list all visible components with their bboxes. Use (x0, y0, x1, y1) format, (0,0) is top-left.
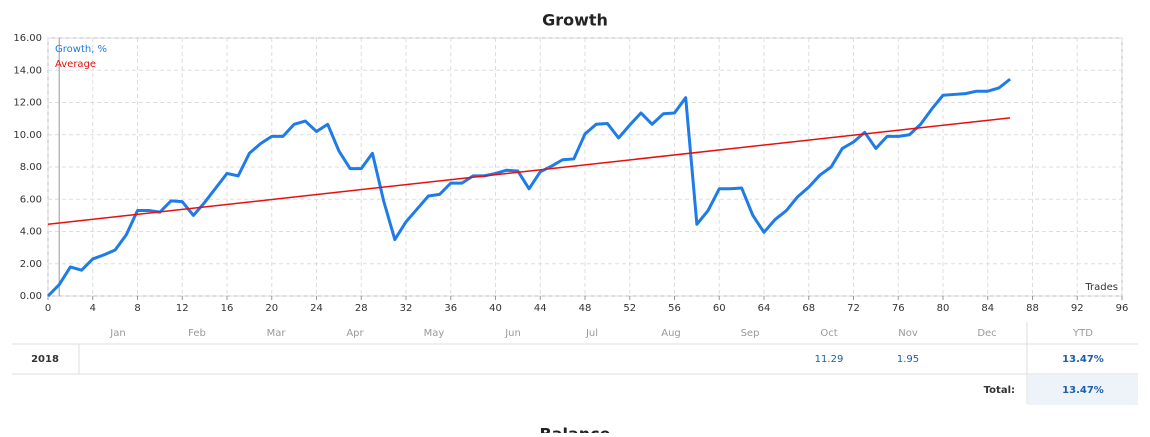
y-tick-label: 0.00 (20, 291, 42, 302)
x-tick-label: 8 (134, 303, 140, 314)
month-header: Aug (661, 328, 681, 339)
y-tick-label: 10.00 (13, 130, 42, 141)
x-tick-label: 92 (1071, 303, 1084, 314)
x-axis-label: Trades (1084, 282, 1118, 293)
x-tick-label: 96 (1116, 303, 1129, 314)
month-header: Jan (109, 328, 125, 339)
x-tick-label: 52 (623, 303, 636, 314)
total-value: 13.47% (1062, 385, 1104, 396)
y-tick-label: 14.00 (13, 65, 42, 76)
legend-entry: Growth, % (55, 44, 107, 55)
month-header: Jul (585, 328, 598, 339)
month-header: May (424, 328, 445, 339)
x-tick-label: 72 (847, 303, 860, 314)
month-header: Nov (898, 328, 918, 339)
x-tick-label: 28 (355, 303, 368, 314)
month-header: Oct (820, 328, 837, 339)
x-tick-label: 20 (265, 303, 278, 314)
x-tick-label: 32 (400, 303, 413, 314)
x-tick-label: 88 (1026, 303, 1039, 314)
month-header: Feb (188, 328, 206, 339)
total-cell (1028, 375, 1138, 405)
x-tick-label: 16 (221, 303, 234, 314)
y-tick-label: 16.00 (13, 33, 42, 44)
month-header: Mar (267, 328, 287, 339)
month-header: Jun (504, 328, 521, 339)
y-tick-label: 4.00 (20, 227, 42, 238)
x-tick-label: 4 (90, 303, 96, 314)
chart-title: Growth (542, 11, 608, 30)
y-tick-label: 12.00 (13, 98, 42, 109)
x-tick-label: 84 (981, 303, 994, 314)
x-tick-label: 44 (534, 303, 547, 314)
series-line (47, 117, 1011, 225)
x-tick-label: 24 (310, 303, 323, 314)
month-header: Apr (346, 328, 364, 339)
x-tick-label: 56 (668, 303, 681, 314)
series-line (46, 77, 1012, 298)
ytd-header: YTD (1072, 328, 1093, 339)
month-value: 1.95 (897, 354, 919, 365)
x-tick-label: 76 (892, 303, 905, 314)
x-tick-label: 64 (758, 303, 771, 314)
x-tick-label: 12 (176, 303, 189, 314)
y-tick-label: 2.00 (20, 259, 42, 270)
ytd-value: 13.47% (1062, 354, 1104, 365)
total-label: Total: (984, 385, 1015, 396)
x-tick-label: 0 (45, 303, 51, 314)
legend-entry: Average (55, 59, 96, 70)
month-header: Sep (741, 328, 760, 339)
x-tick-label: 80 (937, 303, 950, 314)
year-cell: 2018 (31, 354, 59, 365)
x-tick-label: 60 (713, 303, 726, 314)
x-tick-label: 68 (802, 303, 815, 314)
x-tick-label: 40 (489, 303, 502, 314)
x-tick-label: 48 (579, 303, 592, 314)
y-tick-label: 8.00 (20, 162, 42, 173)
y-tick-label: 6.00 (20, 194, 42, 205)
next-chart-title: Balance (540, 425, 611, 434)
x-tick-label: 36 (444, 303, 457, 314)
month-header: Dec (977, 328, 996, 339)
month-value: 11.29 (815, 354, 844, 365)
